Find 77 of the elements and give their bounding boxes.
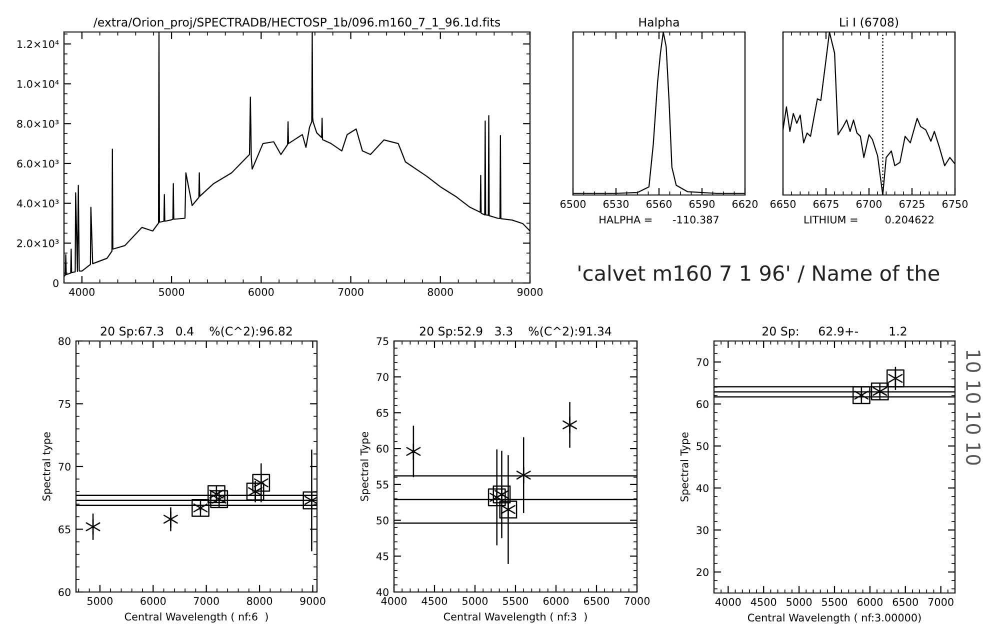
x-tick-label: 7000 xyxy=(928,598,954,606)
y-axis-title: Spectral type xyxy=(42,432,52,501)
x-tick-label: 6560 xyxy=(646,200,672,208)
y-tick-label: 70 xyxy=(58,462,70,471)
x-tick-label: 6700 xyxy=(856,200,882,208)
y-tick-label: 75 xyxy=(58,400,70,408)
y-tick-label: 1.2×10⁴ xyxy=(18,40,59,48)
y-tick-label: 50 xyxy=(696,442,708,450)
x-axis-title: HALPHA = -110.387 xyxy=(600,216,718,224)
x-tick-label: 4000 xyxy=(715,598,741,606)
text: 'calvet m160 7 1 96' / Name of the xyxy=(578,264,940,283)
y-tick-label: 65 xyxy=(376,408,388,417)
y-tick-label: 40 xyxy=(376,588,388,596)
y-tick-label: 70 xyxy=(696,358,708,366)
x-tick-label: 5000 xyxy=(462,597,488,605)
x-tick-label: 4000 xyxy=(69,288,94,296)
x-tick-label: 6620 xyxy=(732,200,758,208)
x-tick-label: 6750 xyxy=(942,200,968,208)
x-tick-label: 6000 xyxy=(857,598,883,606)
x-tick-label: 9000 xyxy=(300,597,326,605)
x-tick-label: 6000 xyxy=(248,288,274,296)
x-tick-label: 6500 xyxy=(560,200,586,208)
y-axis-title: Spectral Type xyxy=(680,432,690,502)
x-tick-label: 5000 xyxy=(159,288,184,296)
x-tick-label: 6725 xyxy=(899,200,924,208)
y-tick-label: 75 xyxy=(376,337,388,346)
chart-title: Halpha xyxy=(639,17,679,29)
x-tick-label: 6000 xyxy=(543,597,569,605)
x-axis-title: Central Wavelength ( nf:3.00000) xyxy=(748,614,921,624)
x-tick-label: 6590 xyxy=(689,200,715,208)
y-tick-label: 6.0×10³ xyxy=(17,160,59,168)
y-tick-label: 60 xyxy=(376,444,388,453)
x-tick-label: 6675 xyxy=(813,200,838,208)
x-tick-label: 5000 xyxy=(786,598,812,606)
chart-title: /extra/Orion_proj/SPECTRADB/HECTOSP_1b/096.m160_7_1_96.1d.fits xyxy=(93,17,500,30)
x-tick-label: 8000 xyxy=(246,597,272,605)
y-tick-label: 40 xyxy=(696,484,708,492)
y-tick-label: 4.0×10³ xyxy=(16,200,59,208)
x-axis-title: Central Wavelength ( nf:6 ) xyxy=(124,612,268,623)
x-tick-label: 5500 xyxy=(822,598,848,606)
x-tick-label: 6000 xyxy=(140,597,166,605)
y-axis-title: Spectral Type xyxy=(360,432,370,501)
x-tick-label: 5500 xyxy=(503,597,528,605)
x-tick-label: 6500 xyxy=(892,598,918,606)
x-tick-label: 8000 xyxy=(428,288,453,296)
x-tick-label: 6530 xyxy=(603,200,629,208)
text: 10 10 10 10 xyxy=(966,350,981,465)
x-tick-label: 4500 xyxy=(750,598,776,606)
x-axis-title: Central Wavelength ( nf:3 ) xyxy=(444,612,587,623)
y-tick-label: 65 xyxy=(58,525,70,534)
y-tick-label: 55 xyxy=(376,480,388,489)
x-tick-label: 9000 xyxy=(517,288,543,296)
x-tick-label: 7000 xyxy=(624,597,650,605)
x-tick-label: 4500 xyxy=(422,597,448,605)
chart-title: 20 Sp: 62.9+- 1.2 xyxy=(762,326,906,338)
y-tick-label: 60 xyxy=(58,588,70,596)
y-tick-label: 20 xyxy=(696,568,708,576)
x-tick-label: 6500 xyxy=(584,597,610,605)
x-tick-label: 7000 xyxy=(338,288,364,296)
y-tick-label: 1.0×10⁴ xyxy=(18,80,59,88)
y-tick-label: 45 xyxy=(376,552,388,560)
y-tick-label: 0 xyxy=(53,279,58,288)
y-tick-label: 2.0×10³ xyxy=(17,239,59,248)
chart-title: 20 Sp:67.3 0.4 %(C^2):96.82 xyxy=(100,326,292,338)
x-tick-label: 6650 xyxy=(770,200,796,208)
chart-title: 20 Sp:52.9 3.3 %(C^2):91.34 xyxy=(420,326,612,338)
chart-title: Li I (6708) xyxy=(840,17,898,28)
y-tick-label: 60 xyxy=(696,400,708,408)
x-tick-label: 4000 xyxy=(381,597,407,605)
y-tick-label: 30 xyxy=(696,526,708,534)
y-tick-label: 70 xyxy=(376,373,388,381)
y-tick-label: 8.0×10³ xyxy=(17,120,59,128)
x-tick-label: 5000 xyxy=(87,597,113,605)
y-tick-label: 50 xyxy=(376,516,388,524)
x-axis-title: LITHIUM = 0.204622 xyxy=(804,216,934,224)
x-tick-label: 7000 xyxy=(194,597,219,605)
y-tick-label: 80 xyxy=(58,337,70,346)
